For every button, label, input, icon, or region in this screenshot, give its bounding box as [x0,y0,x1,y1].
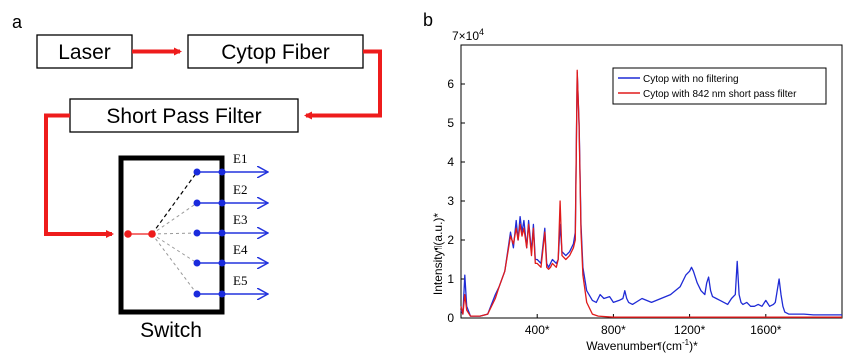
laser-box [36,34,133,69]
y-tick-label: 4 [447,155,454,169]
y-tick-label: 5 [447,116,454,130]
input-node [124,230,132,238]
x-axis-label: Wavenumber¶(cm-1)* [586,338,698,353]
laser-label: Laser [58,41,111,64]
switch-pivot-node [148,230,156,238]
output-label: E2 [233,182,247,197]
legend: Cytop with no filtering Cytop with 842 n… [612,67,827,105]
output-port [218,290,226,298]
output-port [218,229,226,237]
y-tick-label: 0 [447,311,454,325]
output-e1: E1 [193,151,269,176]
fiber-to-filter-arrow [304,49,382,120]
legend-entry-short-pass: Cytop with 842 nm short pass filter [643,89,797,100]
output-node [193,290,201,298]
series-group [460,69,842,318]
switch-box [118,155,225,315]
fiber-label: Cytop Fiber [221,41,330,64]
output-node [193,199,201,207]
output-port [218,199,226,207]
legend-entry-no-filtering: Cytop with no filtering [643,74,739,85]
outputs: E1 E2 E3 E4 [193,151,269,298]
output-port [218,168,226,176]
filter-to-switch-arrow [44,113,114,238]
x-tick-label: 1200* [674,323,706,337]
x-tick-label: 1600* [750,323,782,337]
output-label: E3 [233,212,247,227]
fan-line-e1 [151,171,198,235]
panel-label-a: a [12,12,23,32]
x-axis: 400* 800* 1200* 1600* [525,314,782,337]
series-line-short-pass [460,69,842,318]
switch-label: Switch [140,319,202,342]
y-tick-label: 2 [447,233,454,247]
y-exponent: 7×104 [452,27,484,43]
output-label: E5 [233,273,247,288]
output-node [193,168,201,176]
y-tick-label: 1 [447,272,454,286]
y-tick-label: 3 [447,194,454,208]
output-port [218,259,226,267]
x-tick-label: 800* [601,323,626,337]
fiber-box [187,34,364,69]
fan-line-e4 [151,233,198,264]
panel-label-b: b [423,10,433,30]
y-tick-label: 6 [447,77,454,91]
output-node [193,259,201,267]
filter-label: Short Pass Filter [106,105,261,128]
output-e5: E5 [193,273,269,298]
output-node [193,229,201,237]
x-tick-label: 400* [525,323,550,337]
fan-line-e3 [151,232,198,235]
output-label: E1 [233,151,247,166]
output-e4: E4 [193,242,269,267]
diagram: Laser Cytop Fiber Short Pass Filter Swit… [36,34,382,342]
filter-box [69,98,299,133]
spectrum-chart: 0 1 2 3 4 5 6 400* 800* 1200* 1600* 7×104 Intensi… [431,27,843,353]
output-label: E4 [233,242,248,257]
fan-line-e5 [151,233,198,295]
legend-box [612,67,827,105]
y-axis-label: Intensity¶(a.u.)* [431,213,445,296]
output-e3: E3 [193,212,269,237]
output-e2: E2 [193,182,269,207]
